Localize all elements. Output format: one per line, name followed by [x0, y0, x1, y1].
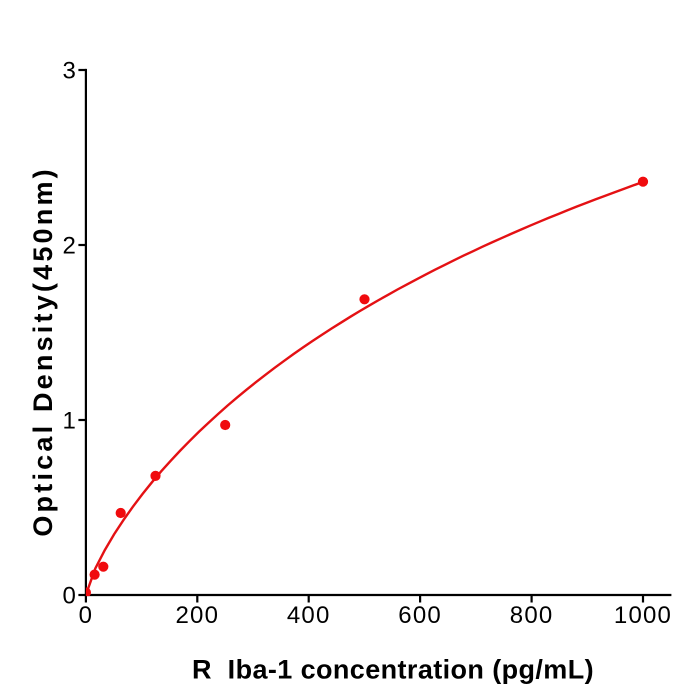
svg-text:200: 200 [175, 602, 219, 629]
svg-text:2: 2 [62, 233, 75, 260]
svg-text:0: 0 [79, 602, 94, 629]
svg-text:3: 3 [62, 58, 75, 85]
svg-text:0: 0 [62, 583, 75, 610]
svg-text:1: 1 [62, 408, 75, 435]
svg-text:600: 600 [398, 602, 442, 629]
svg-text:R Iba-1 concentration (pg/mL): R Iba-1 concentration (pg/mL) [192, 655, 594, 685]
svg-text:1000: 1000 [614, 602, 672, 629]
svg-text:800: 800 [510, 602, 554, 629]
svg-text:Optical Density(450nm): Optical Density(450nm) [28, 166, 58, 537]
svg-text:400: 400 [287, 602, 331, 629]
